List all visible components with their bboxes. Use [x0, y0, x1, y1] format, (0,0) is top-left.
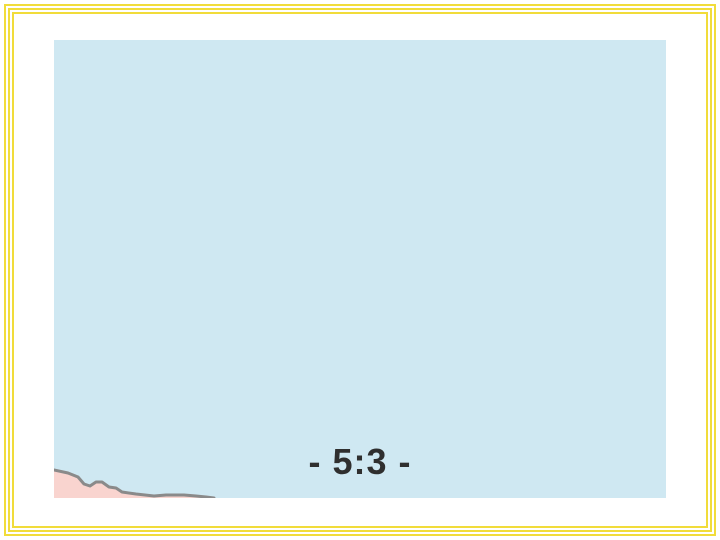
map-panel [54, 40, 666, 498]
land-area [54, 470, 214, 498]
coastline [54, 468, 216, 498]
slide-caption: - 5:3 - [308, 441, 412, 482]
map-illustration [54, 468, 216, 498]
